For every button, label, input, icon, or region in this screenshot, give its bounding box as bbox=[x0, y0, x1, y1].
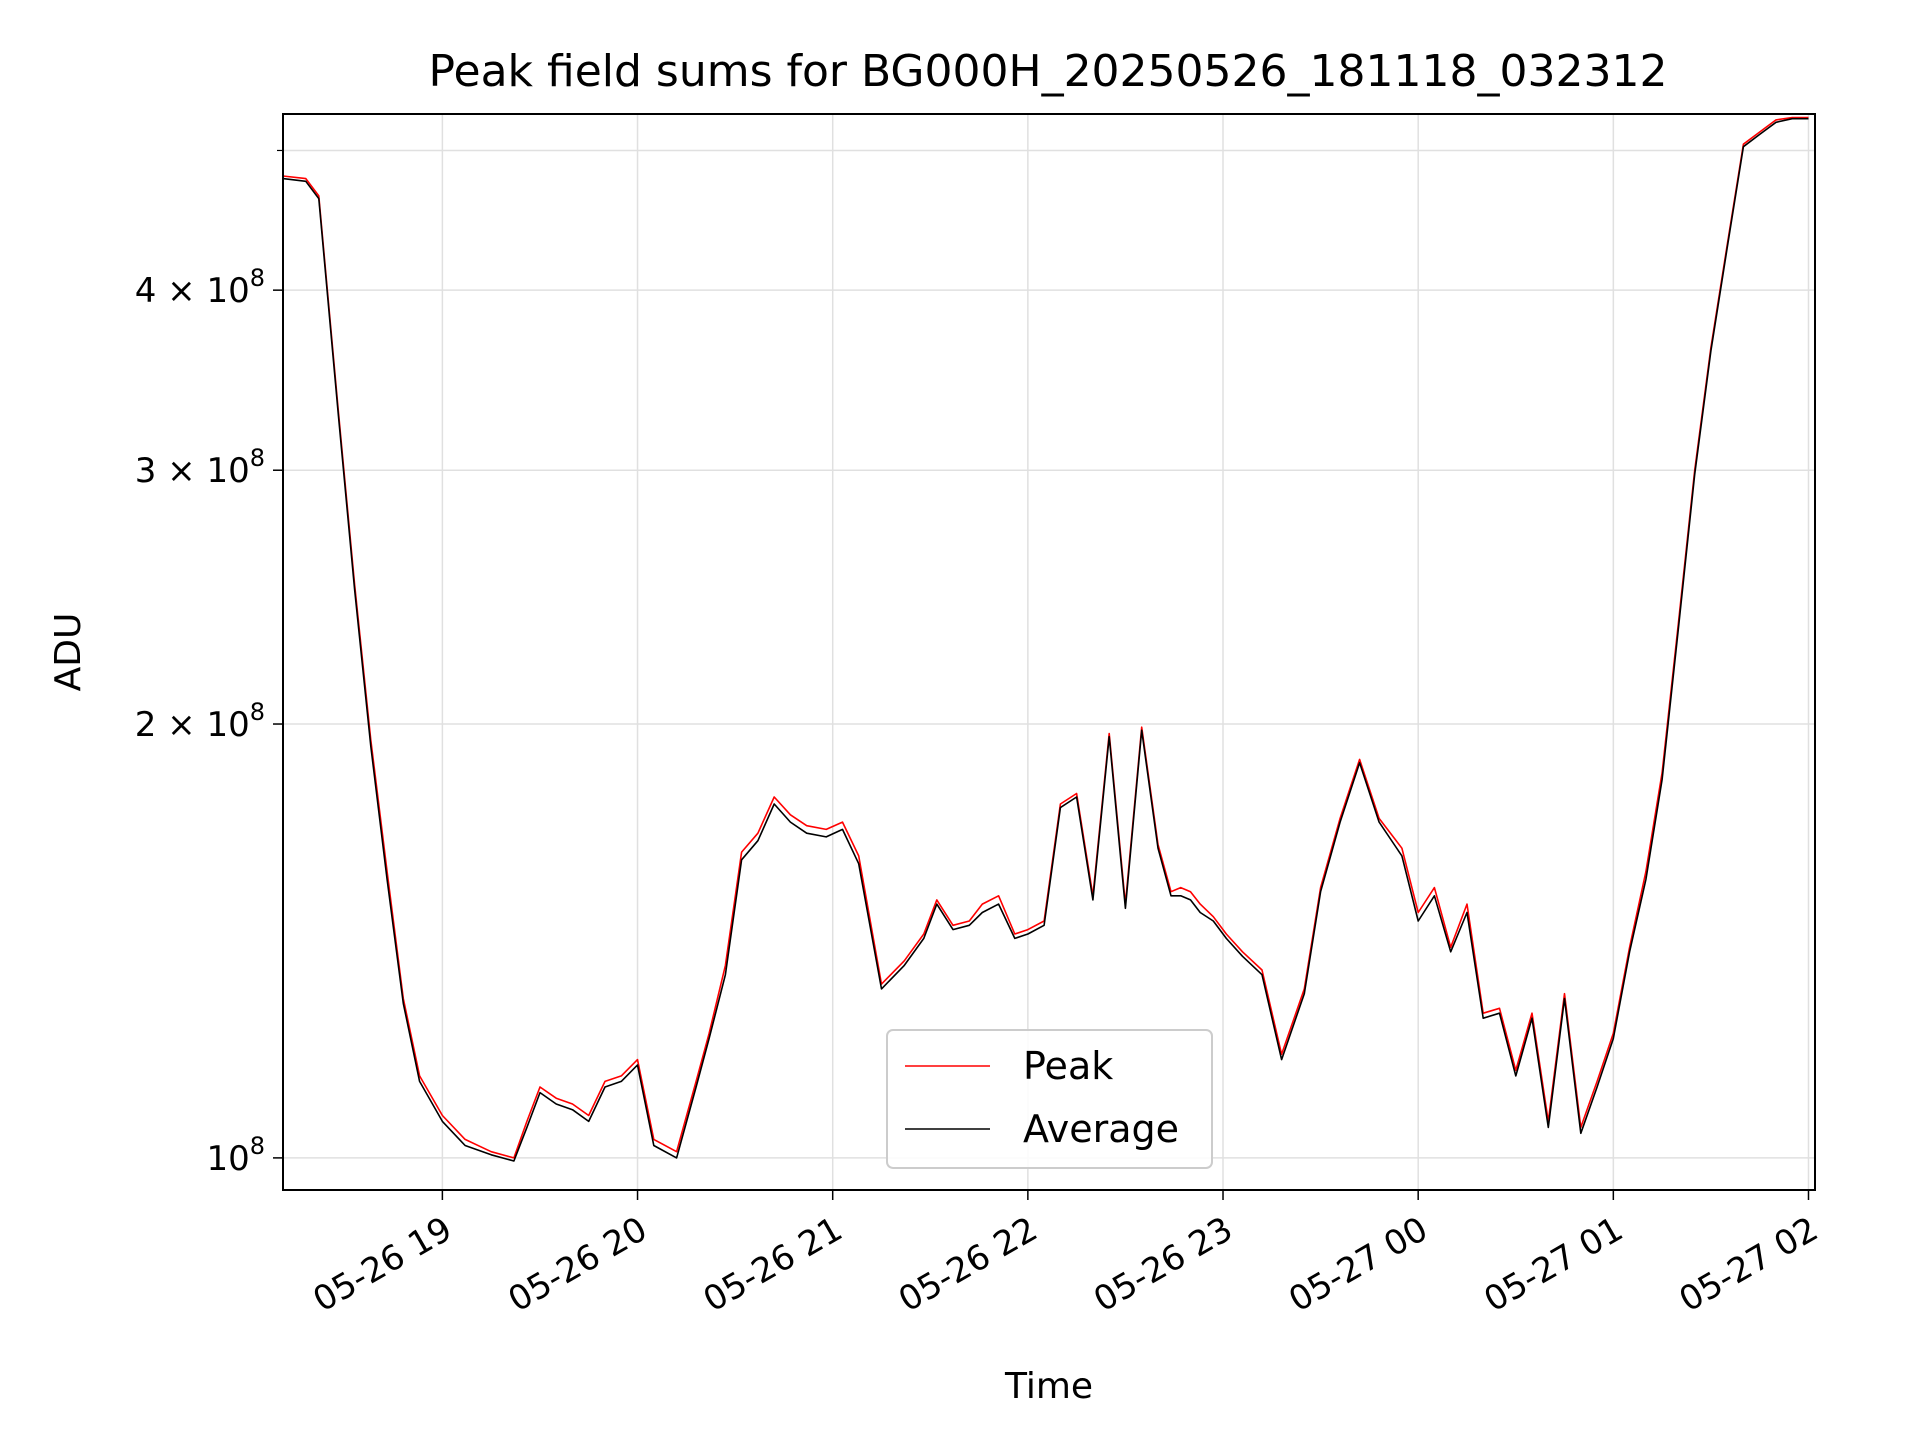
y-axis-label: ADU bbox=[48, 613, 89, 692]
chart-title: Peak field sums for BG000H_20250526_1811… bbox=[429, 46, 1668, 97]
legend-label-average: Average bbox=[1023, 1107, 1179, 1151]
legend: Peak Average bbox=[886, 1029, 1213, 1169]
legend-label-peak: Peak bbox=[1023, 1044, 1113, 1088]
y-tick-label: 3 × 108 bbox=[135, 444, 265, 491]
y-tick-label: 108 bbox=[206, 1132, 265, 1179]
y-tick-label: 2 × 108 bbox=[135, 698, 265, 745]
series-layer bbox=[282, 116, 1809, 1162]
series-line-average bbox=[282, 117, 1809, 1162]
legend-box bbox=[886, 1029, 1213, 1169]
x-axis-label: Time bbox=[1004, 1366, 1093, 1407]
plot-frame bbox=[282, 113, 1816, 1191]
y-axis: 108 2 × 108 3 × 108 4 × 108 bbox=[135, 149, 283, 1179]
y-tick-label: 4 × 108 bbox=[135, 264, 265, 311]
